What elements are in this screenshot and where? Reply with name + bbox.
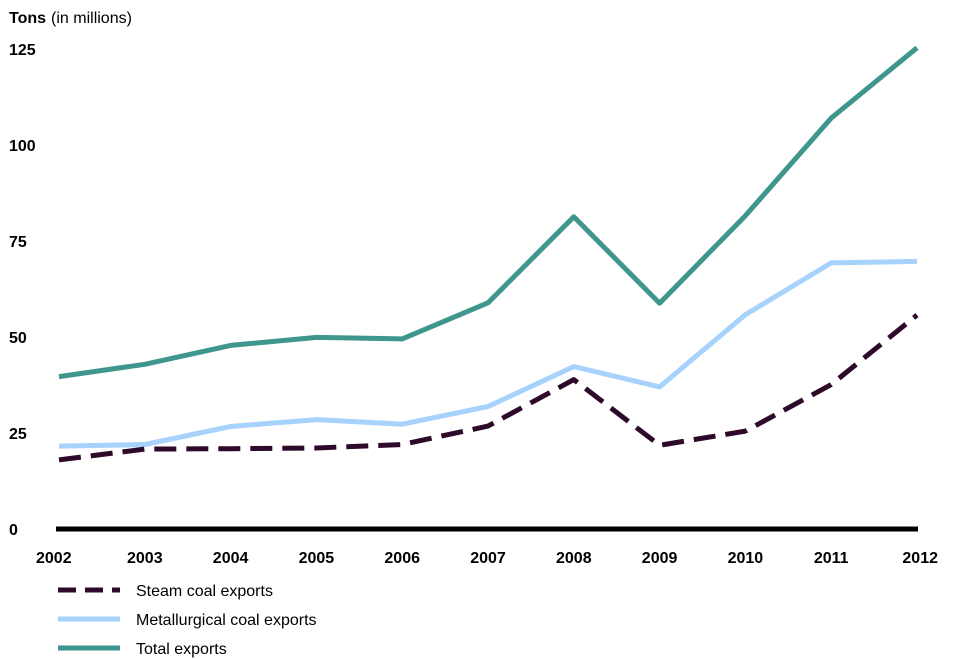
series-line-2	[58, 45, 919, 380]
series-lines	[58, 45, 919, 463]
x-tick-label: 2004	[213, 550, 249, 567]
x-tick-label: 2010	[728, 550, 764, 567]
x-tick-label: 2008	[556, 550, 592, 567]
legend-label: Steam coal exports	[136, 583, 273, 600]
x-tick-label: 2009	[642, 550, 678, 567]
x-axis-ticks: 2002 2003 2004 2005 2006 2007 2008 2009 2010 2011…	[36, 550, 938, 567]
x-tick-label: 2003	[127, 550, 163, 567]
y-axis-ticks: 0 25 50 75 100 125	[9, 42, 36, 539]
x-tick-label: 2007	[470, 550, 506, 567]
x-tick-label: 2002	[36, 550, 72, 567]
x-tick-label: 2005	[299, 550, 335, 567]
y-tick-label: 50	[9, 330, 27, 347]
y-axis-unit-rest: (in millions)	[51, 10, 132, 27]
series-line-1	[58, 258, 918, 449]
y-axis-unit-label: Tons (in millions)	[9, 10, 132, 27]
series-line-0	[58, 313, 919, 463]
x-tick-label: 2011	[814, 550, 849, 567]
y-tick-label: 125	[9, 42, 36, 59]
legend-label: Total exports	[136, 641, 227, 658]
legend-label: Metallurgical coal exports	[136, 612, 317, 629]
y-tick-label: 75	[9, 234, 27, 251]
y-tick-label: 0	[9, 522, 18, 539]
y-tick-label: 100	[9, 138, 36, 155]
legend: Steam coal exports Metallurgical coal exp…	[58, 583, 317, 658]
y-tick-label: 25	[9, 426, 27, 443]
x-tick-label: 2012	[902, 550, 938, 567]
x-tick-label: 2006	[384, 550, 420, 567]
y-axis-unit-bold: Tons	[9, 10, 46, 27]
